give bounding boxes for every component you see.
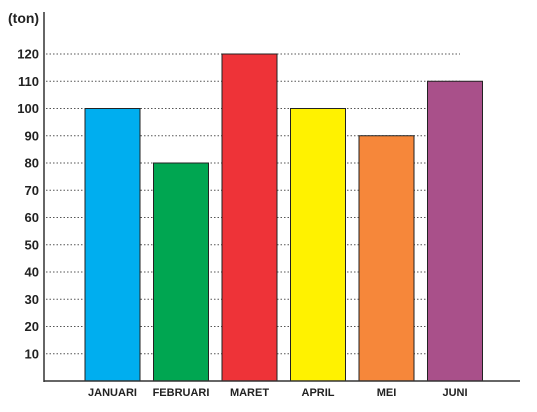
bar-februari	[153, 162, 209, 382]
y-tick-label: 90	[25, 128, 39, 143]
x-category-label: MARET	[230, 387, 269, 399]
axes	[43, 12, 520, 382]
y-tick-label: 50	[25, 237, 39, 252]
bar-januari	[84, 108, 141, 382]
bars	[84, 53, 483, 382]
y-tick-label: 10	[25, 346, 39, 361]
y-tick-label: 110	[18, 74, 39, 89]
labels: (ton) 10 20 30 40 50 60 70 80 90 100 110 120 JANUARI…	[8, 10, 468, 399]
y-tick-label: 20	[25, 319, 39, 334]
x-category-label: FEBRUARI	[153, 387, 210, 399]
x-category-label: JANUARI	[88, 387, 137, 399]
x-category-label: JUNI	[442, 387, 467, 399]
y-axis-unit-label: (ton)	[8, 10, 39, 26]
bar-juni	[427, 80, 483, 382]
y-tick-label: 30	[25, 292, 39, 307]
y-tick-label: 80	[25, 156, 39, 171]
bar-mei	[358, 135, 415, 382]
bar-maret	[221, 53, 278, 382]
y-tick-label: 60	[25, 210, 39, 225]
y-tick-label: 100	[17, 101, 39, 116]
bar-april	[290, 108, 346, 382]
y-tick-label: 70	[25, 183, 39, 198]
y-tick-label: 40	[25, 265, 39, 280]
x-category-label: APRIL	[302, 387, 335, 399]
y-tick-label: 120	[17, 47, 39, 62]
x-category-label: MEI	[377, 387, 397, 399]
